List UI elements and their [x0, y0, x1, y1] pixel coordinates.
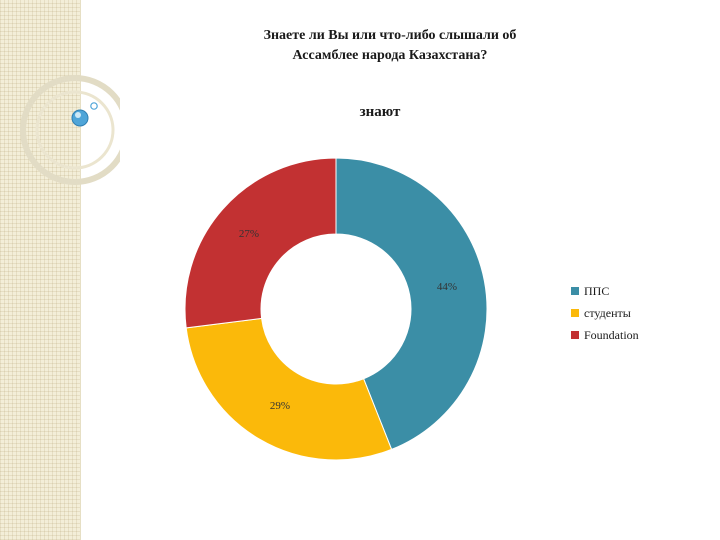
slide-title-line-1: Знаете ли Вы или что-либо слышали об	[263, 28, 517, 43]
legend-label-3: Foundation	[584, 327, 639, 342]
legend-swatch-3	[571, 331, 579, 339]
bubble-circles-icon	[20, 75, 120, 185]
donut-slice-3	[184, 157, 337, 329]
legend-item-3: Foundation	[571, 324, 639, 346]
data-label-1: 44%	[437, 281, 457, 293]
legend-label-2: студенты	[584, 305, 631, 320]
chart-title: знают	[359, 104, 401, 120]
legend-swatch-2	[571, 309, 579, 317]
data-label-3: 27%	[239, 228, 259, 240]
data-label-2: 29%	[270, 400, 290, 412]
slide-title-line-2: Ассамблее народа Казахстана?	[292, 48, 488, 63]
donut-slice-1	[335, 157, 488, 451]
chart-legend: ППС студенты Foundation	[571, 280, 639, 346]
legend-label-1: ППС	[584, 283, 610, 298]
legend-item-1: ППС	[571, 280, 639, 302]
donut-slice-2	[185, 317, 393, 461]
slide-title: Знаете ли Вы или что-либо слышали об Асс…	[200, 26, 580, 66]
legend-swatch-1	[571, 287, 579, 295]
legend-item-2: студенты	[571, 302, 639, 324]
